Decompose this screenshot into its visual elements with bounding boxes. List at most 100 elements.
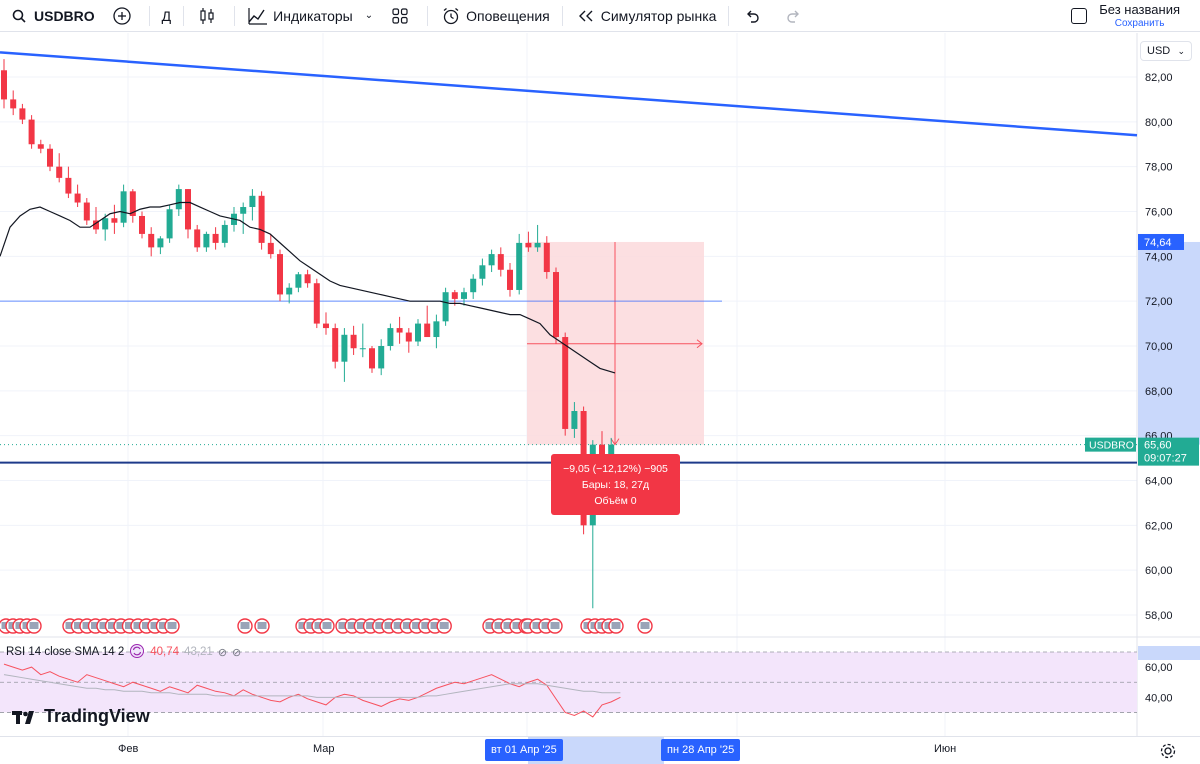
candle-body	[295, 274, 302, 288]
redo-button[interactable]	[775, 0, 817, 32]
rsi-legend[interactable]: RSI 14 close SMA 14 2 40,74 43,21 ⊘ ⊘	[6, 643, 242, 662]
rsi-title[interactable]: RSI 14 close SMA 14 2	[6, 646, 125, 658]
top-toolbar: USDBRO Д Индикаторы ⌄	[0, 0, 1200, 32]
save-link[interactable]: Сохранить	[1114, 17, 1165, 29]
candle-body	[267, 242, 274, 255]
candle-body	[516, 242, 523, 290]
compare-symbol-button[interactable]	[103, 0, 145, 32]
plus-circle-icon	[111, 5, 133, 27]
interval-button[interactable]: Д	[154, 0, 179, 32]
candle-body	[461, 292, 467, 299]
layout-menu-icon[interactable]	[1071, 8, 1088, 24]
toolbar-divider	[728, 5, 730, 26]
alerts-button[interactable]: Оповещения	[432, 0, 558, 32]
candle-body	[369, 348, 375, 369]
symbol-search-button[interactable]: USDBRO	[0, 0, 103, 32]
undo-button[interactable]	[733, 0, 775, 32]
rsi-tick-label: 40,00	[1145, 692, 1173, 704]
candle-body	[37, 144, 44, 149]
candle-body	[350, 334, 357, 349]
candle-body	[102, 218, 109, 230]
indicators-icon	[247, 5, 269, 27]
candle-body	[571, 411, 578, 429]
tradingview-logo-text: TradingView	[44, 706, 150, 726]
price-tick-label: 78,00	[1145, 162, 1173, 174]
candle-body	[28, 119, 35, 145]
price-tick-label: 72,00	[1145, 296, 1173, 308]
rsi-sma-value: 43,21	[184, 646, 213, 658]
candle-body	[405, 332, 412, 342]
rsi-line	[3, 663, 621, 718]
us-event-flag-icon[interactable]	[436, 618, 452, 634]
price-tick-label: 68,00	[1145, 386, 1173, 398]
symbol-label: USDBRO	[34, 7, 95, 24]
candle-body	[442, 292, 449, 322]
chevron-down-icon[interactable]: ⌄	[364, 10, 374, 21]
candle-body	[553, 272, 559, 338]
candle-body	[497, 254, 504, 270]
sync-icon[interactable]	[129, 643, 145, 662]
candle-body	[332, 328, 339, 362]
time-axis[interactable]: Фев Мар Июн вт 01 Апр '25 пн 28 Апр '25	[0, 736, 1200, 764]
candle-body	[387, 328, 394, 346]
candle-body	[74, 193, 81, 203]
currency-label: USD	[1147, 45, 1171, 57]
us-event-flag-icon[interactable]	[237, 618, 253, 634]
candle-body	[19, 108, 26, 120]
us-event-flag-icon[interactable]	[319, 618, 335, 634]
currency-selector[interactable]: USD ⌄	[1140, 41, 1192, 61]
candle-body	[378, 346, 385, 369]
rewind-icon	[575, 5, 597, 27]
candle-body	[525, 242, 532, 248]
tradingview-logo[interactable]: TradingView	[12, 706, 150, 727]
rsi-value: 40,74	[150, 646, 180, 658]
layout-templates-button[interactable]	[381, 0, 423, 32]
price-chart[interactable]: 82,00 80,00 78,00 76,00 74,00 72,00 70,00 68,00…	[0, 33, 1200, 764]
us-event-flag-icon[interactable]	[637, 618, 653, 634]
hide-eye-icon[interactable]: ⊘	[232, 646, 242, 659]
measure-arrow-head	[610, 438, 620, 446]
candle-body	[56, 166, 63, 178]
candle-body	[277, 254, 283, 295]
price-tick-label: 70,00	[1145, 341, 1173, 353]
candle-body	[562, 337, 569, 429]
indicators-button[interactable]: Индикаторы ⌄	[239, 0, 381, 32]
last-price-tag	[1138, 437, 1199, 466]
layout-name-block[interactable]: Без названия Сохранить	[1099, 1, 1180, 29]
candle-body	[258, 195, 265, 243]
measure-change: −9,05 (−12,12%) −905	[563, 462, 668, 475]
replay-button[interactable]: Симулятор рынка	[567, 0, 725, 32]
time-label-feb: Фев	[118, 743, 139, 755]
price-tick-label: 62,00	[1145, 520, 1173, 532]
candle-body	[203, 233, 210, 248]
us-event-flag-icon[interactable]	[164, 618, 180, 634]
gear-icon[interactable]	[1158, 741, 1178, 761]
candle-body	[1, 70, 7, 100]
candle-body	[249, 195, 256, 208]
chart-type-button[interactable]	[188, 0, 230, 32]
layout-save-control[interactable]: Без названия Сохранить	[1071, 0, 1180, 32]
candle-body	[111, 218, 118, 223]
candle-body	[323, 323, 329, 329]
hide-eye-icon[interactable]: ⊘	[217, 646, 228, 659]
us-event-flag-icon[interactable]	[547, 618, 563, 634]
trendline[interactable]	[0, 51, 1138, 137]
alarm-clock-icon	[440, 5, 462, 27]
candle-body	[424, 323, 431, 338]
candle-body	[304, 274, 311, 284]
us-event-flag-icon[interactable]	[26, 618, 42, 634]
candle-body	[47, 148, 53, 167]
us-event-flag-icon[interactable]	[608, 618, 624, 634]
us-event-flag-icon[interactable]	[254, 618, 270, 634]
candle-body	[451, 292, 458, 299]
candle-body	[65, 177, 72, 194]
toolbar-divider	[234, 5, 236, 26]
indicators-label: Индикаторы	[273, 7, 353, 24]
candle-body	[157, 238, 164, 248]
price-range-top-tag	[1138, 233, 1184, 250]
moving-average-line	[0, 201, 616, 374]
time-range-end-label: пн 28 Апр '25	[661, 739, 741, 761]
toolbar-divider	[148, 5, 150, 26]
layout-title: Без названия	[1099, 1, 1180, 17]
alerts-label: Оповещения	[466, 7, 550, 24]
